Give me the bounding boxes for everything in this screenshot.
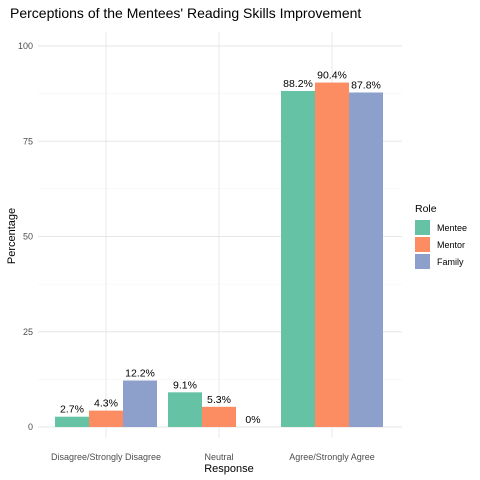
legend: Role Mentee Mentor Family	[415, 203, 467, 269]
y-tick-label: 0	[28, 422, 33, 432]
y-axis-ticks: 0 25 50 75 100	[18, 41, 33, 432]
legend-items: Mentee Mentor Family	[415, 220, 467, 269]
y-tick-label: 100	[18, 41, 33, 51]
bar-family	[123, 380, 157, 427]
legend-swatch-family	[415, 254, 430, 269]
x-tick-label: Neutral	[204, 452, 233, 462]
legend-label: Mentor	[437, 240, 465, 250]
bar-value-label: 90.4%	[317, 70, 347, 82]
bar-mentee	[281, 90, 315, 427]
bar-mentor	[89, 410, 123, 427]
bar-value-label: 2.7%	[60, 404, 84, 416]
bar-mentor	[315, 82, 349, 428]
x-tick-label: Agree/Strongly Agree	[289, 452, 375, 462]
y-tick-label: 50	[23, 232, 33, 242]
y-axis-title: Percentage	[6, 208, 18, 264]
chart-title: Perceptions of the Mentees' Reading Skil…	[10, 5, 361, 21]
x-axis-title: Response	[204, 463, 254, 475]
legend-swatch-mentee	[415, 220, 430, 235]
bar-labels: 2.7% 4.3% 12.2% 9.1% 5.3% 0% 88.2% 90.4% 87.8%	[60, 70, 381, 426]
bar-value-label: 88.2%	[283, 78, 313, 90]
y-tick-label: 25	[23, 327, 33, 337]
bar-mentee	[168, 392, 202, 427]
bar-value-label: 9.1%	[173, 379, 197, 391]
bar-value-label: 4.3%	[94, 398, 118, 410]
y-tick-label: 75	[23, 136, 33, 146]
bar-value-label: 87.8%	[351, 79, 381, 91]
bar-mentee	[55, 416, 89, 427]
bar-value-label: 5.3%	[207, 394, 231, 406]
bar-family	[349, 92, 383, 428]
x-tick-label: Disagree/Strongly Disagree	[51, 452, 161, 462]
legend-label: Mentee	[437, 223, 467, 233]
bar-value-label: 12.2%	[125, 368, 155, 380]
legend-swatch-mentor	[415, 237, 430, 252]
legend-title: Role	[415, 203, 437, 215]
x-axis-ticks: Disagree/Strongly Disagree Neutral Agree/S…	[51, 452, 375, 462]
bar-value-label: 0%	[245, 414, 260, 426]
legend-label: Family	[437, 257, 464, 267]
bars	[55, 82, 383, 428]
bar-mentor	[202, 406, 236, 427]
